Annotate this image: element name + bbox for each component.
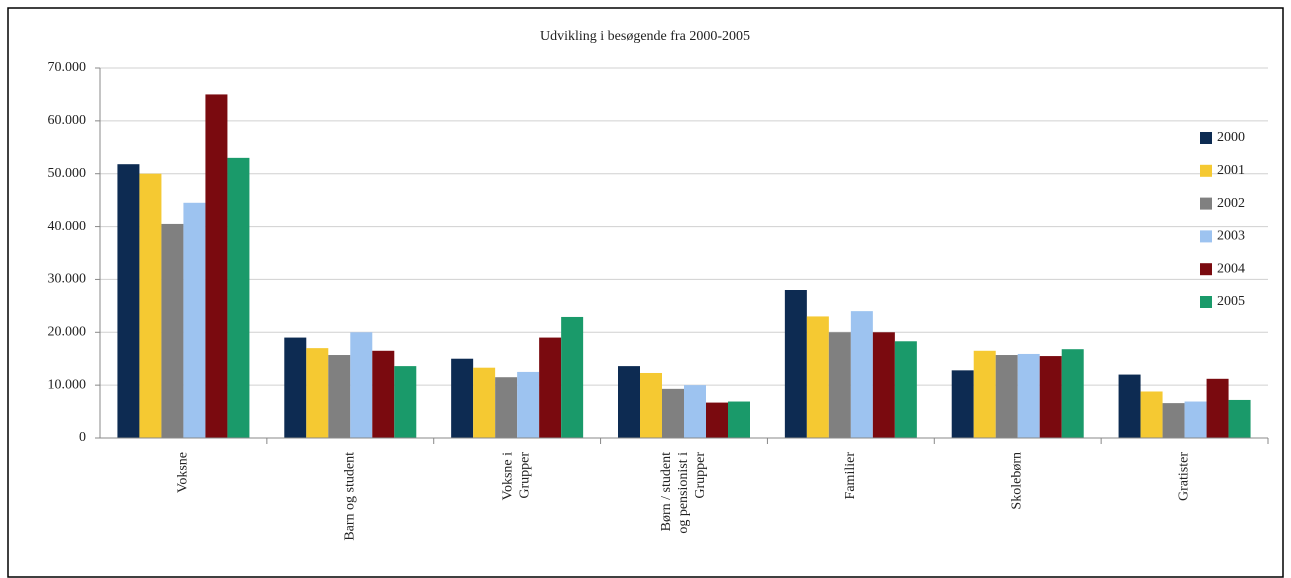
bar bbox=[328, 355, 351, 438]
bar bbox=[1039, 356, 1062, 438]
bar bbox=[205, 94, 228, 438]
bar bbox=[618, 366, 640, 438]
y-tick-label: 60.000 bbox=[48, 113, 87, 128]
bar bbox=[306, 348, 329, 438]
bar bbox=[662, 388, 684, 438]
x-tick-label: Voksne bbox=[176, 452, 191, 493]
bar bbox=[973, 350, 996, 438]
bar bbox=[183, 202, 206, 438]
bar bbox=[828, 332, 851, 438]
bar bbox=[1184, 401, 1207, 438]
legend-label: 2001 bbox=[1217, 163, 1245, 178]
legend-swatch bbox=[1200, 296, 1212, 308]
legend-swatch bbox=[1200, 230, 1212, 243]
y-tick-label: 0 bbox=[79, 430, 86, 445]
legend-swatch bbox=[1200, 263, 1212, 276]
bar bbox=[806, 316, 829, 438]
bar bbox=[139, 173, 162, 438]
x-tick-label: Voksne i Grupper bbox=[501, 452, 533, 501]
legend-label: 2005 bbox=[1217, 294, 1245, 309]
bar bbox=[1206, 378, 1229, 438]
chart-title: Udvikling i besøgende fra 2000-2005 bbox=[540, 29, 750, 44]
bar bbox=[1061, 349, 1084, 438]
legend-label: 2000 bbox=[1217, 130, 1245, 145]
x-tick-label: Barn og student bbox=[343, 452, 358, 541]
x-tick-label: Skolebørn bbox=[1010, 452, 1025, 510]
bar bbox=[372, 350, 395, 438]
legend-swatch bbox=[1200, 164, 1212, 177]
bar bbox=[284, 337, 307, 438]
x-tick-label: Børn / student og pensionist i Grupper bbox=[659, 452, 708, 534]
y-tick-label: 70.000 bbox=[48, 60, 87, 75]
bar bbox=[640, 372, 662, 438]
bar bbox=[394, 366, 417, 438]
legend-label: 2003 bbox=[1217, 229, 1245, 244]
bar bbox=[1228, 399, 1251, 438]
bar bbox=[561, 316, 584, 438]
bar bbox=[894, 341, 917, 438]
bar bbox=[350, 332, 373, 438]
y-tick-label: 30.000 bbox=[48, 272, 87, 287]
legend-label: 2002 bbox=[1217, 196, 1245, 211]
bar bbox=[995, 355, 1018, 438]
bar bbox=[117, 164, 140, 438]
legend-label: 2004 bbox=[1217, 261, 1245, 276]
bar bbox=[951, 370, 974, 438]
y-tick-label: 10.000 bbox=[48, 377, 87, 392]
bar bbox=[1118, 374, 1141, 438]
bar bbox=[850, 311, 873, 438]
bar bbox=[539, 337, 562, 438]
bar bbox=[1017, 353, 1040, 438]
bar bbox=[161, 223, 184, 438]
legend-swatch bbox=[1200, 132, 1212, 144]
legend-swatch bbox=[1200, 197, 1212, 210]
bar bbox=[473, 367, 496, 438]
x-tick-label: Gratister bbox=[1177, 452, 1192, 501]
bar bbox=[728, 401, 750, 438]
bar bbox=[517, 371, 540, 438]
bar bbox=[1140, 391, 1163, 438]
bar bbox=[706, 402, 728, 438]
bar bbox=[495, 377, 518, 438]
bar bbox=[1162, 403, 1185, 438]
y-tick-label: 40.000 bbox=[48, 219, 87, 234]
bar bbox=[684, 385, 706, 438]
bar bbox=[784, 290, 807, 438]
bar bbox=[227, 157, 250, 438]
bar bbox=[451, 358, 474, 438]
x-tick-label: Familier bbox=[843, 452, 858, 500]
y-tick-label: 50.000 bbox=[48, 166, 87, 181]
y-tick-label: 20.000 bbox=[48, 325, 87, 340]
bar bbox=[872, 332, 895, 438]
